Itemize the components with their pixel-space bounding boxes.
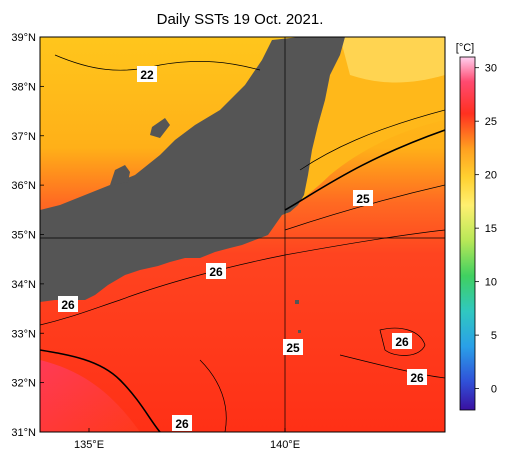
contour-value-label: 25 [283, 339, 303, 355]
latitude-tick-label: 39°N [11, 32, 36, 44]
contour-value-label: 26 [392, 333, 412, 349]
contour-value-text: 26 [61, 298, 75, 312]
pale-water-region [340, 37, 445, 83]
colorbar: [°C] 30 25 20 15 10 5 0 [456, 42, 497, 411]
land-sado-island [150, 118, 170, 138]
map-title: Daily SSTs 19 Oct. 2021. [157, 11, 324, 28]
colorbar-tick-label: 10 [485, 277, 497, 289]
land-izu-island [298, 330, 301, 333]
latitude-tick-label: 36°N [11, 180, 36, 192]
contour-value-label: 22 [137, 66, 157, 82]
latitude-tick-label: 34°N [11, 279, 36, 291]
longitude-tick-label: 140°E [270, 439, 300, 451]
colorbar-tick-label: 30 [485, 63, 497, 75]
contour-value-text: 25 [356, 192, 370, 206]
colorbar-tick-label: 5 [491, 330, 497, 342]
contour-value-text: 22 [140, 68, 154, 82]
colorbar-tick-label: 25 [485, 116, 497, 128]
latitude-tick-label: 35°N [11, 230, 36, 242]
contour-value-text: 26 [395, 335, 409, 349]
longitude-axis: 135°E 140°E [74, 428, 300, 451]
contour-value-text: 26 [410, 371, 424, 385]
latitude-tick-label: 37°N [11, 131, 36, 143]
latitude-tick-label: 31°N [11, 427, 36, 439]
contour-value-label: 26 [172, 415, 192, 431]
lat-lon-grid [40, 37, 445, 432]
colorbar-tick-label: 15 [485, 223, 497, 235]
contour-value-text: 25 [286, 341, 300, 355]
longitude-tick-label: 135°E [74, 439, 104, 451]
colorbar-ticks: 30 25 20 15 10 5 0 [475, 63, 497, 396]
land-izu-island [295, 300, 299, 304]
contour-value-label: 26 [58, 296, 78, 312]
latitude-axis: 39°N 38°N 37°N 36°N 35°N 34°N 33°N 32°N 31°N [11, 32, 44, 439]
latitude-tick-label: 33°N [11, 328, 36, 340]
colorbar-tick-label: 0 [491, 384, 497, 396]
contour-labels: 22 25 26 26 25 26 26 26 [58, 66, 427, 431]
contour-value-text: 26 [209, 265, 223, 279]
land-honshu [40, 37, 345, 302]
warm-water-region [40, 360, 140, 432]
latitude-tick-label: 32°N [11, 378, 36, 390]
contour-value-label: 26 [407, 369, 427, 385]
map-plot-area [40, 37, 445, 432]
colorbar-scale [459, 56, 476, 411]
contour-value-label: 25 [353, 190, 373, 206]
colorbar-unit: [°C] [456, 42, 474, 54]
latitude-tick-label: 38°N [11, 81, 36, 93]
contour-value-label: 26 [206, 263, 226, 279]
land-noto-peninsula [110, 165, 130, 185]
contour-value-text: 26 [175, 417, 189, 431]
colorbar-tick-label: 20 [485, 170, 497, 182]
